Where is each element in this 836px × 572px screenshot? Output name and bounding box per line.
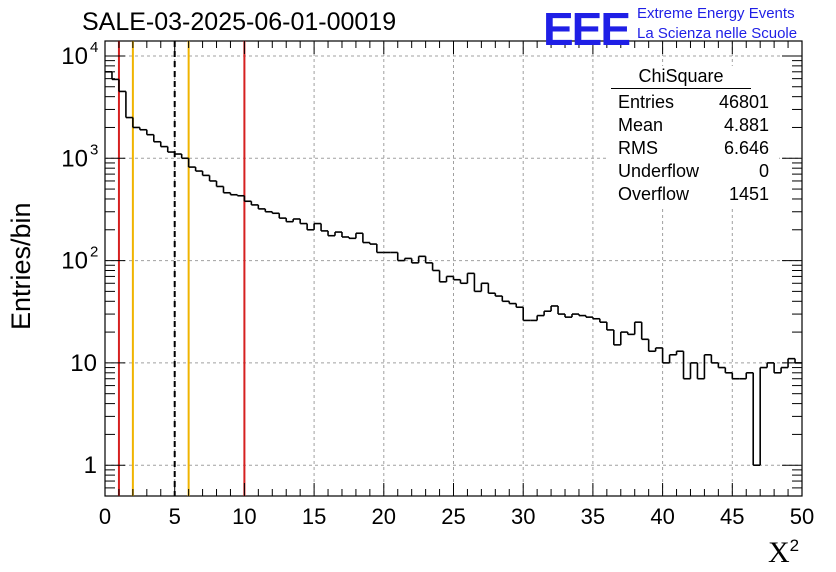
x-axis-label-sup: 2 bbox=[789, 536, 800, 555]
x-tick-label: 30 bbox=[511, 504, 535, 529]
y-tick-label: 10 bbox=[61, 43, 88, 70]
stats-row-underflow: Underflow 0 bbox=[611, 160, 777, 183]
x-tick-label: 20 bbox=[372, 504, 396, 529]
stats-label: RMS bbox=[618, 138, 658, 158]
y-axis-label: Entries/bin bbox=[6, 202, 36, 330]
x-axis-label: X2 bbox=[768, 536, 799, 570]
x-axis-label-text: X bbox=[768, 536, 790, 569]
x-tick-label: 35 bbox=[581, 504, 605, 529]
grid bbox=[105, 41, 802, 496]
threshold-lines bbox=[117, 41, 246, 496]
stats-value: 0 bbox=[758, 161, 769, 181]
y-tick-label: 1 bbox=[84, 452, 97, 479]
x-tick-label: 40 bbox=[650, 504, 674, 529]
x-tick-label: 50 bbox=[790, 504, 814, 529]
stats-value: 4.881 bbox=[723, 115, 769, 135]
y-tick-label: 10 bbox=[70, 350, 97, 377]
stats-label: Entries bbox=[618, 92, 675, 112]
stats-box-bg bbox=[609, 66, 779, 208]
stats-row-mean: Mean 4.881 bbox=[611, 114, 777, 137]
x-tick-label: 5 bbox=[169, 504, 181, 529]
stats-title: ChiSquare bbox=[611, 66, 751, 89]
eee-logo: EEE bbox=[543, 3, 631, 55]
stats-label: Underflow bbox=[618, 161, 700, 181]
logo-line-2: La Scienza nelle Scuole bbox=[637, 25, 798, 42]
stats-value: 6.646 bbox=[723, 138, 769, 158]
stats-value: 1451 bbox=[728, 184, 769, 204]
x-tick-label: 45 bbox=[720, 504, 744, 529]
stats-label: Mean bbox=[618, 115, 664, 135]
stats-row-overflow: Overflow 1451 bbox=[611, 183, 777, 206]
x-tick-label: 25 bbox=[441, 504, 465, 529]
y-tick-exponent: 4 bbox=[90, 39, 98, 56]
logo-line-1: Extreme Energy Events bbox=[637, 5, 795, 22]
stats-label: Overflow bbox=[618, 184, 690, 204]
stats-row-entries: Entries 46801 bbox=[611, 91, 777, 114]
stats-box: ChiSquare Entries 46801 Mean 4.881 RMS 6.64… bbox=[611, 66, 777, 206]
y-tick-exponent: 2 bbox=[90, 244, 98, 261]
x-tick-label: 0 bbox=[99, 504, 111, 529]
y-tick-label: 10 bbox=[61, 145, 88, 172]
axis-ticks bbox=[104, 41, 803, 497]
x-tick-label: 15 bbox=[302, 504, 326, 529]
y-tick-exponent: 3 bbox=[90, 141, 98, 158]
stats-row-rms: RMS 6.646 bbox=[611, 137, 777, 160]
chart-title: SALE-03-2025-06-01-00019 bbox=[82, 8, 397, 36]
y-tick-label: 10 bbox=[61, 248, 88, 275]
stats-value: 46801 bbox=[718, 92, 769, 112]
x-tick-label: 10 bbox=[232, 504, 256, 529]
